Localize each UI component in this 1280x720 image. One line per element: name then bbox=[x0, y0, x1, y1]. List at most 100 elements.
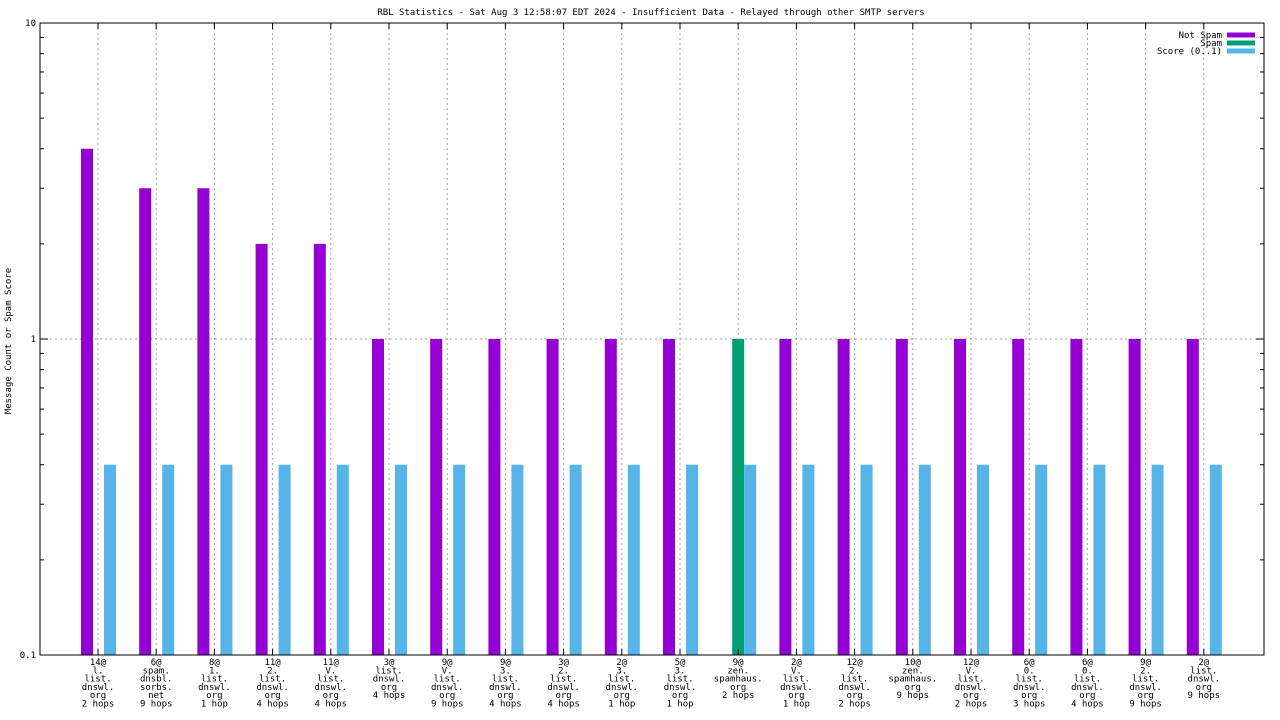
x-tick-label-line: 10@ bbox=[905, 658, 922, 668]
x-tick-label-line: 1 hop bbox=[783, 700, 810, 710]
x-tick-label-line: 9 hops bbox=[431, 700, 464, 710]
x-tick-label-line: list. bbox=[259, 675, 286, 685]
bar bbox=[860, 464, 873, 655]
x-tick-label: 11@ 2. list. dnswl. org 4 hops bbox=[256, 658, 289, 710]
x-tick-label-line: 9 hops bbox=[1188, 691, 1221, 701]
x-tick-label-line: dnswl. bbox=[547, 683, 580, 693]
x-tick-label-line: sorbs. bbox=[140, 683, 173, 693]
x-tick-label: 3@ 2. list. dnswl. org 4 hops bbox=[547, 658, 580, 710]
x-tick-label-line: 2. bbox=[267, 666, 278, 676]
x-tick-label-line: V. bbox=[325, 666, 336, 676]
x-tick-label-line: dnswl. bbox=[838, 683, 871, 693]
x-tick-label-line: 1. bbox=[209, 666, 220, 676]
x-tick-label-line: spam. bbox=[143, 666, 170, 676]
x-tick-label-line: dnswl. bbox=[664, 683, 697, 693]
bar bbox=[162, 464, 175, 655]
x-tick-label-line: 8@ bbox=[209, 658, 220, 668]
x-tick-label-line: list. bbox=[608, 675, 635, 685]
x-tick-label: 9@ zen. spamhaus. org 2 hops bbox=[714, 658, 763, 701]
x-tick-label: 9@ 3. list. dnswl. org 4 hops bbox=[489, 658, 522, 710]
bar bbox=[372, 339, 384, 655]
x-tick-label-line: 0. bbox=[1082, 666, 1093, 676]
x-tick-label-line: 9@ bbox=[500, 658, 511, 668]
x-tick-label-line: 1 hop bbox=[201, 700, 228, 710]
bar bbox=[278, 464, 291, 655]
x-tick-label-line: 2 hops bbox=[82, 700, 115, 710]
x-tick-label-line: spamhaus. bbox=[714, 675, 763, 685]
x-tick-label-line: org bbox=[963, 691, 979, 701]
x-tick-label-line: dnswl. bbox=[1129, 683, 1162, 693]
x-tick-label-line: 3. bbox=[616, 666, 627, 676]
x-tick-label: 2@ 3. list. dnswl. org 1 hop bbox=[606, 658, 639, 710]
x-tick-label-line: 9 hops bbox=[897, 691, 930, 701]
legend-label: Score (0..1) bbox=[1157, 47, 1222, 57]
legend-swatch bbox=[1227, 40, 1255, 46]
x-tick-label-line: org bbox=[206, 691, 222, 701]
x-tick-label-line: dnswl. bbox=[1013, 683, 1046, 693]
x-tick-label-line: zen. bbox=[902, 666, 924, 676]
x-tick-label-line: V. bbox=[791, 666, 802, 676]
bar bbox=[255, 243, 268, 656]
x-tick-label: 12@ V. list. dnswl. org 2 hops bbox=[955, 658, 988, 710]
bar bbox=[779, 339, 792, 655]
x-tick-label-line: 4 hops bbox=[489, 700, 522, 710]
x-tick-label-line: 9 hops bbox=[140, 700, 173, 710]
x-tick-label-line: list. bbox=[666, 675, 693, 685]
x-tick-label-line: list. bbox=[1016, 675, 1043, 685]
chart-title: RBL Statistics - Sat Aug 3 12:58:07 EDT … bbox=[377, 8, 924, 18]
x-tick-label-line: 2. bbox=[1140, 666, 1151, 676]
x-tick-label-line: 4 hops bbox=[1071, 700, 1104, 710]
x-tick-label-line: 14@ bbox=[90, 658, 107, 668]
bar bbox=[395, 464, 407, 655]
x-tick-label-line: V. bbox=[442, 666, 453, 676]
x-tick-label-line: 2@ bbox=[1198, 658, 1209, 668]
x-tick-label-line: 3. bbox=[675, 666, 686, 676]
bar bbox=[1186, 339, 1199, 655]
x-tick-label-line: list. bbox=[317, 675, 344, 685]
x-tick-label: 2@ list. dnswl. org 9 hops bbox=[1188, 658, 1221, 701]
bar bbox=[511, 464, 524, 655]
x-tick-label-line: org bbox=[905, 683, 921, 693]
bar bbox=[488, 339, 501, 655]
x-tick-label-line: net bbox=[148, 691, 164, 701]
bar bbox=[1128, 339, 1141, 655]
bar bbox=[918, 464, 931, 655]
x-tick-label-line: spamhaus. bbox=[888, 675, 937, 685]
x-tick-label: 11@ V. list. dnswl. org 4 hops bbox=[315, 658, 348, 710]
x-tick-label: 6@ spam. dnsbl. sorbs. net 9 hops bbox=[140, 658, 173, 710]
x-tick-label-line: org bbox=[90, 691, 106, 701]
x-tick-label-line: org bbox=[381, 683, 397, 693]
x-tick-label-line: dnswl. bbox=[256, 683, 289, 693]
x-tick-label-line: 9@ bbox=[442, 658, 453, 668]
x-tick-label: 14@ l. list. dnswl. org 2 hops bbox=[82, 658, 115, 710]
bar bbox=[1151, 464, 1164, 655]
x-tick-label-line: org bbox=[1021, 691, 1037, 701]
x-tick-label-line: list. bbox=[1074, 675, 1101, 685]
x-tick-label-line: 5@ bbox=[675, 658, 686, 668]
x-tick-label-line: dnsbl. bbox=[140, 675, 173, 685]
bar bbox=[546, 339, 559, 655]
x-tick-label-line: list. bbox=[550, 675, 577, 685]
y-tick-label: 10 bbox=[25, 19, 36, 29]
legend-label: Not Spam bbox=[1179, 31, 1222, 41]
x-tick-label-line: dnswl. bbox=[1071, 683, 1104, 693]
bars bbox=[81, 148, 1222, 656]
x-tick-label-line: dnswl. bbox=[431, 683, 464, 693]
x-tick-label-line: dnswl. bbox=[955, 683, 988, 693]
x-tick-label-line: V. bbox=[966, 666, 977, 676]
bar bbox=[627, 464, 640, 655]
bar bbox=[977, 464, 989, 655]
x-tick-label-line: dnswl. bbox=[315, 683, 348, 693]
x-tick-label-line: zen. bbox=[727, 666, 749, 676]
x-tick-label-line: list. bbox=[957, 675, 984, 685]
x-tick-label-line: dnswl. bbox=[82, 683, 115, 693]
x-tick-label: 10@ zen. spamhaus. org 9 hops bbox=[888, 658, 937, 701]
x-tick-label-line: list. bbox=[434, 675, 461, 685]
x-tick-label-line: org bbox=[1137, 691, 1153, 701]
x-tick-label-line: 4 hops bbox=[315, 700, 348, 710]
x-tick-label: 5@ 3. list. dnswl. org 1 hop bbox=[664, 658, 697, 710]
x-tick-label-line: 6@ bbox=[1024, 658, 1035, 668]
x-tick-label-line: org bbox=[1196, 683, 1212, 693]
